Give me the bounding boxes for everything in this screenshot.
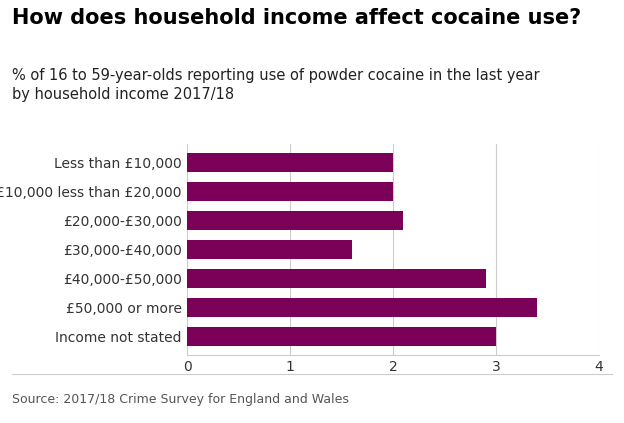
Text: C: C xyxy=(598,393,607,406)
Text: Source: 2017/18 Crime Survey for England and Wales: Source: 2017/18 Crime Survey for England… xyxy=(12,393,349,406)
Bar xyxy=(187,269,485,288)
Bar xyxy=(187,327,496,346)
Text: % of 16 to 59-year-olds reporting use of powder cocaine in the last year
by hous: % of 16 to 59-year-olds reporting use of… xyxy=(12,68,540,102)
Text: B: B xyxy=(575,393,585,406)
Text: B: B xyxy=(553,393,562,406)
Bar xyxy=(187,240,352,259)
Bar xyxy=(187,182,393,201)
Bar xyxy=(187,154,393,172)
Bar xyxy=(187,211,403,230)
Text: How does household income affect cocaine use?: How does household income affect cocaine… xyxy=(12,8,582,28)
Bar xyxy=(187,298,537,317)
